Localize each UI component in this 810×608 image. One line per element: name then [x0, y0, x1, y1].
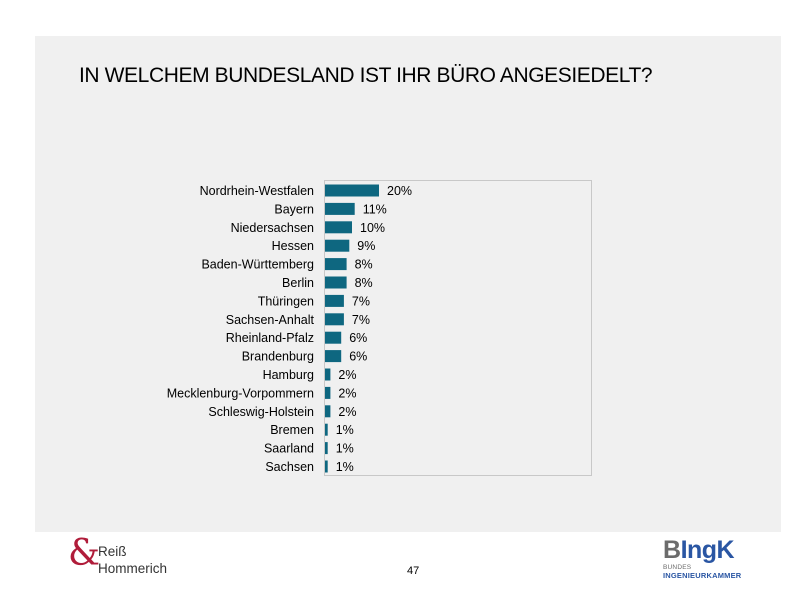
value-label: 6%: [349, 331, 367, 345]
bar: [325, 405, 331, 418]
chart-plot-area: [324, 180, 592, 476]
bar: [325, 350, 342, 363]
category-label: Nordrhein-Westfalen: [200, 184, 314, 198]
bingk-mark-rest: IngK: [680, 536, 735, 564]
value-label: 1%: [336, 442, 354, 456]
category-label: Niedersachsen: [231, 221, 314, 235]
ampersand-logo-icon: &: [68, 533, 101, 574]
bar: [325, 239, 350, 252]
category-label: Sachsen-Anhalt: [226, 313, 315, 327]
bingk-subtitle-1: BUNDES: [663, 564, 692, 571]
bar: [325, 294, 344, 307]
bingk-wordmark: BIngK: [663, 538, 783, 563]
value-label: 8%: [355, 258, 373, 272]
category-label: Rheinland-Pfalz: [226, 331, 314, 345]
value-label: 6%: [349, 350, 367, 364]
category-label: Schleswig-Holstein: [208, 405, 314, 419]
value-label: 1%: [336, 460, 354, 474]
value-label: 2%: [338, 405, 356, 419]
category-label: Bremen: [270, 423, 314, 437]
slide-title: IN WELCHEM BUNDESLAND IST IHR BÜRO ANGES…: [79, 64, 653, 87]
category-label: Brandenburg: [242, 350, 314, 364]
value-label: 2%: [338, 386, 356, 400]
reiss-hommerich-logo: & Reiß Hommerich: [68, 536, 178, 582]
bar: [325, 184, 379, 197]
logo-text-line2: Hommerich: [98, 561, 168, 576]
bar: [325, 442, 328, 455]
value-label: 11%: [363, 202, 387, 216]
category-label: Hamburg: [263, 368, 314, 382]
value-label: 1%: [336, 423, 354, 437]
logo-text-line1: Reiß: [98, 544, 127, 559]
bar: [325, 423, 328, 436]
bar: [325, 386, 331, 399]
category-label: Bayern: [274, 202, 314, 216]
category-label: Sachsen: [265, 460, 314, 474]
bar: [325, 202, 355, 215]
bar: [325, 258, 347, 271]
category-label: Hessen: [272, 239, 314, 253]
bar: [325, 313, 344, 326]
bar: [325, 276, 347, 289]
bar: [325, 460, 328, 473]
bingk-subtitle-2: INGENIEURKAMMER: [663, 571, 742, 580]
page-number: 47: [407, 565, 420, 577]
category-label: Berlin: [282, 276, 314, 290]
value-label: 9%: [357, 239, 375, 253]
bar: [325, 331, 342, 344]
value-label: 7%: [352, 313, 370, 327]
bar: [325, 368, 331, 381]
value-label: 10%: [360, 221, 385, 235]
value-label: 2%: [338, 368, 356, 382]
value-label: 20%: [387, 184, 412, 198]
bingk-logo: BIngK BUNDES INGENIEURKAMMER: [663, 538, 783, 582]
value-label: 8%: [355, 276, 373, 290]
value-label: 7%: [352, 294, 370, 308]
bingk-mark-b: B: [663, 536, 681, 564]
category-label: Thüringen: [258, 294, 314, 308]
category-label: Baden-Württemberg: [201, 258, 314, 272]
category-label: Mecklenburg-Vorpommern: [167, 386, 314, 400]
bar: [325, 221, 352, 234]
category-label: Saarland: [264, 442, 314, 456]
